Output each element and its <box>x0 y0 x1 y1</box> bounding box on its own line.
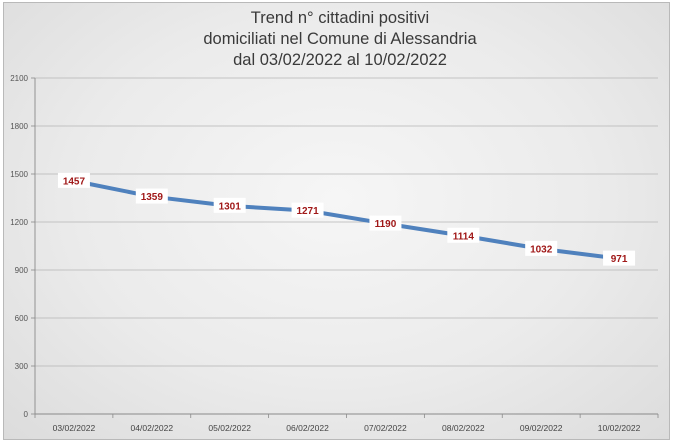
y-tick-label: 2100 <box>10 74 28 83</box>
x-tick-label: 06/02/2022 <box>286 423 329 433</box>
axes <box>31 77 659 418</box>
data-label: 1271 <box>291 202 324 218</box>
chart-title-line-1: Trend n° cittadini positivi <box>250 9 430 27</box>
data-label-box <box>291 202 324 218</box>
data-label: 1301 <box>213 197 246 213</box>
chart-title-line-2: domiciliati nel Comune di Alessandria <box>203 30 477 48</box>
y-axis-ticks: 0 300 600 900 1200 1500 1800 2100 <box>10 74 28 419</box>
data-label-box <box>57 172 90 188</box>
data-label-box <box>447 227 480 243</box>
x-axis-ticks: 03/02/2022 04/02/2022 05/02/2022 06/02/2022… <box>53 423 641 433</box>
data-label-text: 971 <box>611 254 628 265</box>
data-label-box <box>525 240 558 256</box>
y-tick-label: 300 <box>15 362 29 371</box>
data-label-box <box>369 215 402 231</box>
data-labels: 1457 1359 1301 1271 1190 1114 1032 971 <box>57 172 636 266</box>
data-label-text: 1359 <box>141 192 164 203</box>
data-label-text: 1457 <box>63 176 86 187</box>
data-label: 1190 <box>369 215 402 231</box>
x-tick-label: 04/02/2022 <box>131 423 174 433</box>
data-label: 1032 <box>525 240 558 256</box>
x-tick-label: 08/02/2022 <box>442 423 485 433</box>
x-tick-label: 05/02/2022 <box>208 423 251 433</box>
data-label-text: 1271 <box>296 206 319 217</box>
data-label-text: 1114 <box>453 231 475 242</box>
data-label-text: 1301 <box>219 201 242 212</box>
chart-frame <box>3 2 670 440</box>
data-label-text: 1190 <box>375 219 397 230</box>
x-tick-label: 09/02/2022 <box>520 423 563 433</box>
y-tick-label: 900 <box>15 266 29 275</box>
chart-title-line-3: dal 03/02/2022 al 10/02/2022 <box>233 51 447 69</box>
y-tick-label: 1800 <box>10 122 28 131</box>
gridlines <box>35 77 658 367</box>
data-label-box <box>135 188 168 204</box>
data-label: 1114 <box>447 227 480 243</box>
data-label-box <box>213 197 246 213</box>
data-label-box <box>603 250 636 266</box>
data-label: 1359 <box>135 188 168 204</box>
y-tick-label: 1200 <box>10 218 28 227</box>
y-tick-label: 0 <box>24 410 29 419</box>
y-tick-label: 1500 <box>10 170 28 179</box>
x-tick-label: 03/02/2022 <box>53 423 96 433</box>
x-tick-label: 07/02/2022 <box>364 423 407 433</box>
x-tick-label: 10/02/2022 <box>598 423 641 433</box>
data-label-text: 1032 <box>530 244 553 255</box>
data-label: 971 <box>603 250 636 266</box>
data-label: 1457 <box>57 172 90 188</box>
y-tick-label: 600 <box>15 314 29 323</box>
chart-title: Trend n° cittadini positivi domiciliati … <box>0 8 680 71</box>
